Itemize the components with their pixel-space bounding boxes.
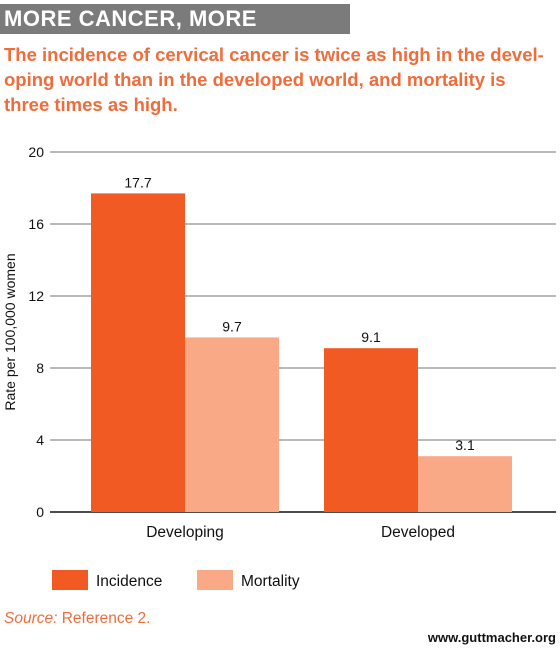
source-label: Source: <box>4 610 58 627</box>
data-label-mortality-developing: 9.7 <box>222 318 242 334</box>
y-tick-label-4: 4 <box>36 432 44 448</box>
y-tick-label-0: 0 <box>36 504 44 520</box>
data-label-incidence-developed: 9.1 <box>361 329 381 345</box>
bar-mortality-developing <box>185 337 279 512</box>
source-text: Reference 2. <box>57 610 151 627</box>
bar-incidence-developing <box>91 193 185 512</box>
legend-label-mortality: Mortality <box>241 573 300 590</box>
bar-incidence-developed <box>324 348 418 512</box>
y-tick-label-8: 8 <box>36 360 44 376</box>
bar-chart: 0 4 8 12 16 20 Rate per 100,000 women 17.7 9.7 De… <box>2 144 556 590</box>
legend-swatch-incidence <box>52 570 88 590</box>
x-tick-label-developing: Developing <box>146 524 224 541</box>
chart-title: MORE CANCER, MORE DEADLY <box>0 4 350 61</box>
source-note: Source: Reference 2. <box>4 610 150 628</box>
bar-mortality-developed <box>418 456 512 512</box>
data-label-mortality-developed: 3.1 <box>455 437 475 453</box>
y-axis-title: Rate per 100,000 women <box>2 253 18 410</box>
data-label-incidence-developing: 17.7 <box>124 174 151 190</box>
legend-label-incidence: Incidence <box>96 573 162 590</box>
y-tick-label-12: 12 <box>28 288 44 304</box>
website-credit: www.guttmacher.org <box>427 630 556 645</box>
x-tick-label-developed: Developed <box>381 524 455 541</box>
y-tick-label-20: 20 <box>28 144 44 160</box>
y-tick-label-16: 16 <box>28 216 44 232</box>
legend-swatch-mortality <box>197 570 233 590</box>
chart-subtitle: The incidence of cervical cancer is twic… <box>4 44 544 115</box>
